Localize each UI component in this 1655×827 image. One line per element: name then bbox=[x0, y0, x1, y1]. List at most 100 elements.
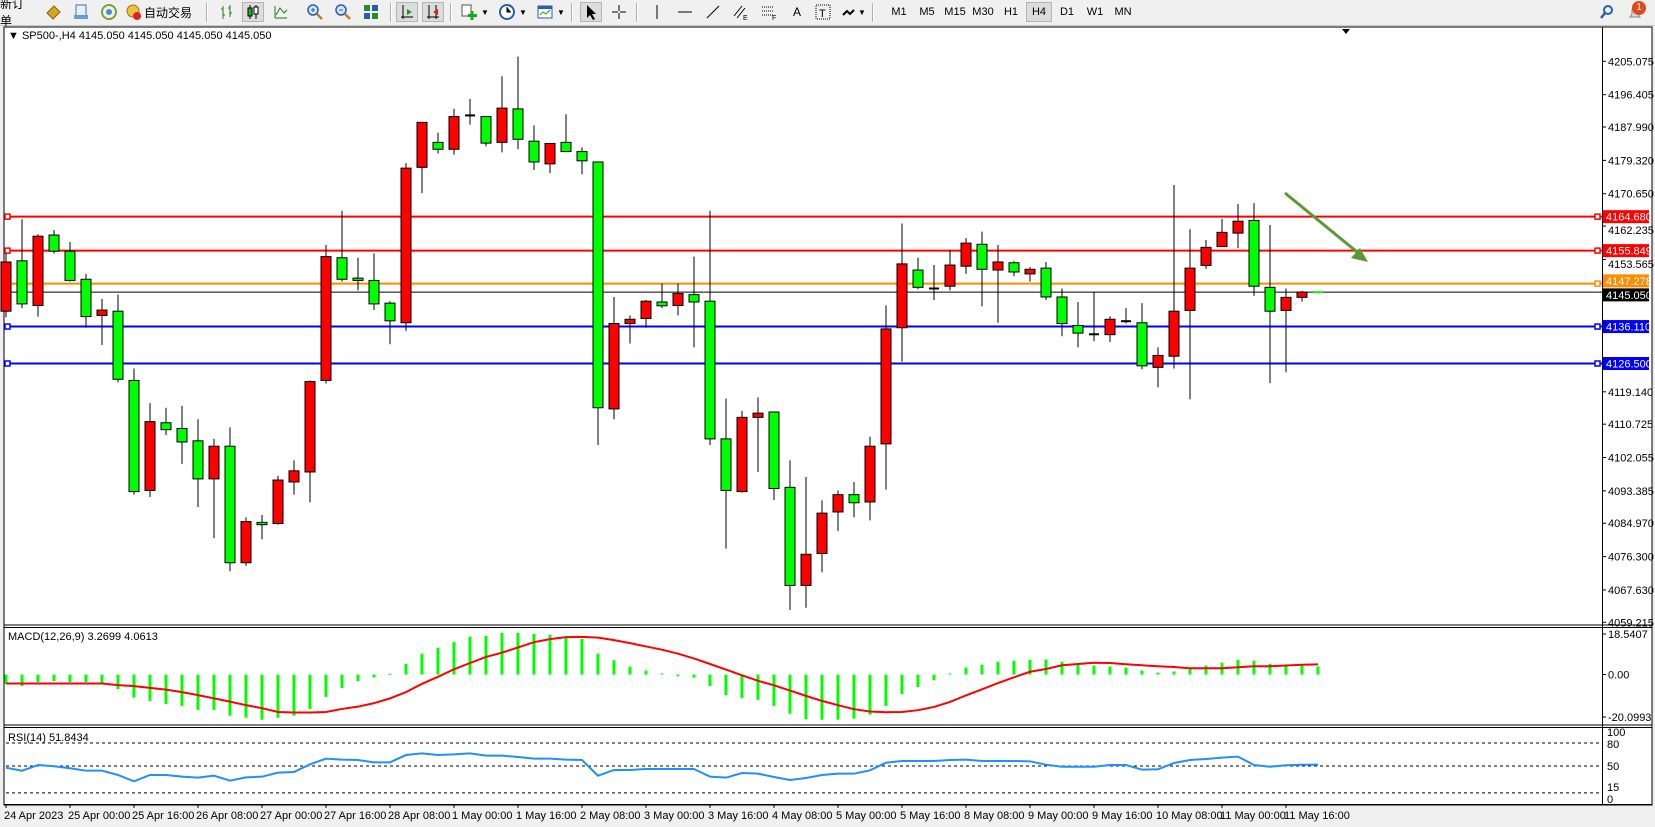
macd-histogram-bar bbox=[756, 674, 760, 700]
timeframe-d1-button[interactable]: D1 bbox=[1059, 6, 1075, 18]
arrows-tool-button[interactable] bbox=[838, 2, 858, 22]
templates-dropdown[interactable]: ▼ bbox=[557, 2, 565, 22]
line-handle-right[interactable] bbox=[1594, 323, 1601, 330]
candle bbox=[720, 398, 732, 549]
trend-arrow[interactable] bbox=[1284, 191, 1368, 262]
line-handle-left[interactable] bbox=[4, 360, 11, 367]
periods-button[interactable] bbox=[496, 2, 518, 22]
collapse-triangle-icon[interactable]: ▼ bbox=[8, 30, 22, 42]
macd-histogram-bar bbox=[964, 667, 968, 675]
trendline-tool-button[interactable] bbox=[702, 2, 724, 22]
line-handle-right[interactable] bbox=[1594, 247, 1601, 254]
search-button[interactable] bbox=[1597, 2, 1617, 22]
metaeditor-button[interactable] bbox=[42, 2, 64, 22]
timeframe-h4-button[interactable]: H4 bbox=[1026, 2, 1052, 22]
macd-panel[interactable]: 18.5407 0.00 -20.0993 bbox=[4, 629, 1652, 724]
price-line-label-box bbox=[1603, 244, 1649, 258]
timeframe-mn-button[interactable]: MN bbox=[1114, 6, 1132, 18]
terminal-button[interactable] bbox=[70, 2, 92, 22]
candle bbox=[336, 210, 348, 282]
channel-tool-button[interactable]: E bbox=[730, 2, 752, 22]
candle bbox=[1121, 308, 1131, 324]
arrows-dropdown[interactable]: ▼ bbox=[858, 2, 866, 22]
zoom-in-icon bbox=[307, 4, 323, 20]
tile-windows-button[interactable] bbox=[360, 2, 382, 22]
line-handle-left[interactable] bbox=[4, 213, 11, 220]
timeframe-m15-button[interactable]: M15 bbox=[944, 6, 966, 18]
chart-shift-marker-icon[interactable] bbox=[1342, 29, 1350, 34]
indicators-button[interactable] bbox=[458, 2, 480, 22]
macd-histogram-bar bbox=[1204, 665, 1208, 675]
candle bbox=[800, 476, 812, 608]
auto-scroll-button[interactable] bbox=[396, 2, 418, 22]
timeframe-m30-button[interactable]: M30 bbox=[972, 6, 994, 18]
macd-histogram-bar bbox=[1108, 666, 1112, 675]
bear-candle-body bbox=[192, 440, 204, 480]
macd-histogram-bar bbox=[52, 674, 56, 682]
chart-shift-button[interactable] bbox=[422, 2, 444, 22]
zoom-in-button[interactable] bbox=[304, 2, 326, 22]
candlestick-icon bbox=[247, 5, 259, 19]
candle bbox=[465, 98, 475, 125]
price-axis-label: 4153.565 bbox=[1608, 259, 1654, 271]
macd-histogram-bar bbox=[244, 674, 248, 718]
price-axis-label: 4084.970 bbox=[1608, 518, 1654, 530]
zoom-out-button[interactable] bbox=[332, 2, 354, 22]
fibo-letter: F bbox=[772, 15, 776, 21]
timeframe-m1-button[interactable]: M1 bbox=[891, 6, 907, 18]
price-panel[interactable]: 4205.075 4196.405 4187.990 4179.320 4170.650… bbox=[0, 56, 1654, 629]
auto-trading-button[interactable]: 自动交易 bbox=[124, 2, 200, 22]
macd-histogram-bar bbox=[84, 674, 88, 683]
crosshair-tool-button[interactable] bbox=[608, 2, 630, 22]
bull-candle-body bbox=[624, 318, 636, 325]
horizontal-line-tool-button[interactable] bbox=[674, 2, 696, 22]
macd-histogram-bar bbox=[932, 674, 936, 681]
signals-button[interactable] bbox=[98, 2, 120, 22]
cursor-tool-button[interactable] bbox=[580, 2, 602, 22]
line-chart-button[interactable] bbox=[270, 2, 292, 22]
timeframe-w1-button[interactable]: W1 bbox=[1086, 6, 1104, 18]
bar-chart-button[interactable] bbox=[216, 2, 238, 22]
periods-dropdown[interactable]: ▼ bbox=[519, 2, 527, 22]
arrow-shaft[interactable] bbox=[1284, 191, 1363, 258]
line-handle-left[interactable] bbox=[4, 323, 11, 330]
macd-histogram-bar bbox=[1124, 667, 1128, 675]
macd-histogram-bar bbox=[1092, 665, 1096, 675]
bull-candle-body bbox=[1104, 318, 1116, 336]
candle-chart-button[interactable] bbox=[242, 2, 264, 22]
bear-candle-body bbox=[1136, 322, 1148, 367]
line-handle-right[interactable] bbox=[1594, 280, 1601, 287]
macd-histogram-bar bbox=[772, 674, 776, 706]
text-tool-button[interactable]: A bbox=[786, 2, 808, 22]
templates-button[interactable] bbox=[534, 2, 556, 22]
line-handle-right[interactable] bbox=[1594, 360, 1601, 367]
vertical-line-tool-button[interactable] bbox=[646, 2, 668, 22]
rsi-axis-label: 50 bbox=[1607, 761, 1619, 773]
time-axis-label: 5 May 16:00 bbox=[900, 810, 961, 822]
bull-candle-body bbox=[800, 553, 812, 586]
macd-histogram-bar bbox=[980, 664, 984, 675]
bear-candle-body bbox=[848, 494, 860, 504]
line-handle-left[interactable] bbox=[4, 247, 11, 254]
timeframe-m5-button[interactable]: M5 bbox=[919, 6, 935, 18]
candle bbox=[1152, 347, 1164, 388]
price-line-label-box bbox=[1603, 288, 1649, 302]
line-handle-right[interactable] bbox=[1594, 213, 1601, 220]
chevron-down-icon: ▼ bbox=[519, 7, 527, 17]
timeframe-h1-button[interactable]: H1 bbox=[1003, 6, 1019, 18]
indicators-dropdown[interactable]: ▼ bbox=[481, 2, 489, 22]
macd-histogram-bar bbox=[68, 674, 72, 683]
time-axis-label: 3 May 16:00 bbox=[708, 810, 769, 822]
bull-candle-body bbox=[416, 121, 428, 168]
bear-candle-body bbox=[976, 243, 988, 270]
candle bbox=[656, 283, 668, 309]
time-axis-label: 24 Apr 2023 bbox=[4, 810, 63, 822]
macd-histogram-bar bbox=[708, 674, 712, 687]
macd-histogram-bar bbox=[1300, 664, 1304, 675]
fibonacci-tool-button[interactable]: F bbox=[758, 2, 780, 22]
new-order-button[interactable]: 新订单 bbox=[0, 0, 34, 28]
text-label-tool-button[interactable]: T bbox=[812, 2, 834, 22]
macd-histogram-bar bbox=[548, 634, 552, 675]
